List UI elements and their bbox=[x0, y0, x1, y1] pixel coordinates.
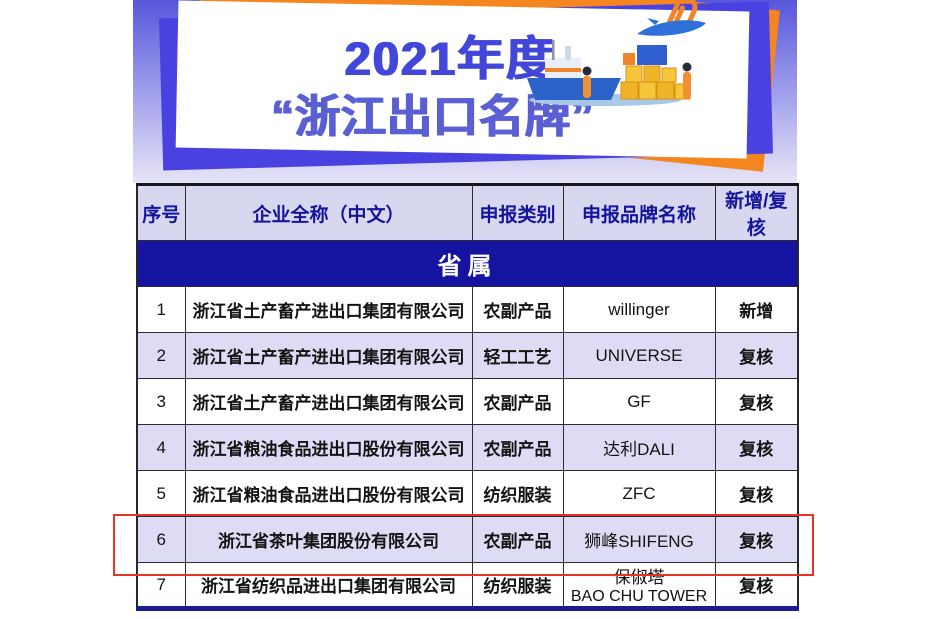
cell-serial-number: 7 bbox=[136, 562, 186, 609]
cell-category: 纺织服装 bbox=[471, 470, 564, 517]
shipping-illustration bbox=[527, 18, 706, 106]
cell-status: 新增 bbox=[714, 286, 799, 333]
cell-brand-name: 达利DALI bbox=[562, 424, 716, 471]
cargo-boxes-icon bbox=[620, 45, 691, 100]
dock-workers-icon bbox=[582, 62, 692, 99]
cell-category: 纺织服装 bbox=[471, 562, 564, 609]
cell-brand-name: UNIVERSE bbox=[562, 332, 716, 379]
cell-company-name: 浙江省土产畜产进出口集团有限公司 bbox=[184, 332, 473, 379]
table-row: 7 浙江省纺织品进出口集团有限公司 纺织服装 保俶塔 BAO CHU TOWER… bbox=[136, 562, 799, 609]
table-row: 2 浙江省土产畜产进出口集团有限公司 轻工工艺 UNIVERSE 复核 bbox=[136, 332, 799, 379]
cell-category: 农副产品 bbox=[471, 286, 564, 333]
cell-brand-name: GF bbox=[562, 378, 716, 425]
table-row-highlighted: 6 浙江省茶叶集团股份有限公司 农副产品 狮峰SHIFENG 复核 bbox=[136, 516, 799, 563]
cell-company-name: 浙江省土产畜产进出口集团有限公司 bbox=[184, 378, 473, 425]
cell-status: 复核 bbox=[714, 332, 799, 379]
cell-status: 复核 bbox=[714, 424, 799, 471]
cell-status: 复核 bbox=[714, 378, 799, 425]
cell-company-name: 浙江省粮油食品进出口股份有限公司 bbox=[184, 470, 473, 517]
cell-category: 农副产品 bbox=[471, 378, 564, 425]
column-header-status: 新增/复核 bbox=[714, 184, 799, 241]
cell-category: 轻工工艺 bbox=[471, 332, 564, 379]
header-banner: 2021年度 “浙江出口名牌” bbox=[133, 0, 797, 183]
cell-serial-number: 5 bbox=[136, 470, 186, 517]
column-header-brand: 申报品牌名称 bbox=[562, 184, 716, 241]
cell-status: 复核 bbox=[714, 562, 799, 609]
cell-company-name: 浙江省茶叶集团股份有限公司 bbox=[184, 516, 473, 563]
column-header-category: 申报类别 bbox=[471, 184, 564, 241]
cell-brand-name: 狮峰SHIFENG bbox=[562, 516, 716, 563]
cell-serial-number: 3 bbox=[136, 378, 186, 425]
cell-category: 农副产品 bbox=[471, 516, 564, 563]
section-header-row: 省属 bbox=[136, 240, 799, 287]
column-header-company: 企业全称（中文） bbox=[184, 184, 473, 241]
table-header-row: 序号 企业全称（中文） 申报类别 申报品牌名称 新增/复核 bbox=[136, 184, 799, 241]
cell-status: 复核 bbox=[714, 470, 799, 517]
cell-brand-name: ZFC bbox=[562, 470, 716, 517]
cell-company-name: 浙江省土产畜产进出口集团有限公司 bbox=[184, 286, 473, 333]
table-row: 5 浙江省粮油食品进出口股份有限公司 纺织服装 ZFC 复核 bbox=[136, 470, 799, 517]
cell-company-name: 浙江省纺织品进出口集团有限公司 bbox=[184, 562, 473, 609]
table-body: 1 浙江省土产畜产进出口集团有限公司 农副产品 willinger 新增 2 浙… bbox=[136, 286, 799, 609]
section-header-label: 省属 bbox=[136, 240, 799, 287]
airplane-icon bbox=[637, 18, 706, 36]
banner-title-year: 2021年度 bbox=[344, 32, 556, 85]
cell-serial-number: 4 bbox=[136, 424, 186, 471]
cargo-ship-icon bbox=[527, 40, 621, 100]
column-header-no: 序号 bbox=[136, 184, 186, 241]
table-row: 4 浙江省粮油食品进出口股份有限公司 农副产品 达利DALI 复核 bbox=[136, 424, 799, 471]
cell-serial-number: 1 bbox=[136, 286, 186, 333]
cell-brand-name: willinger bbox=[562, 286, 716, 333]
cell-status: 复核 bbox=[714, 516, 799, 563]
cell-company-name: 浙江省粮油食品进出口股份有限公司 bbox=[184, 424, 473, 471]
table-row: 1 浙江省土产畜产进出口集团有限公司 农副产品 willinger 新增 bbox=[136, 286, 799, 333]
cell-category: 农副产品 bbox=[471, 424, 564, 471]
cell-brand-name: 保俶塔 BAO CHU TOWER bbox=[562, 562, 716, 609]
cell-serial-number: 6 bbox=[136, 516, 186, 563]
cell-serial-number: 2 bbox=[136, 332, 186, 379]
table-row: 3 浙江省土产畜产进出口集团有限公司 农副产品 GF 复核 bbox=[136, 378, 799, 425]
brands-table: 序号 企业全称（中文） 申报类别 申报品牌名称 新增/复核 省属 1 浙江省土产… bbox=[136, 183, 799, 611]
